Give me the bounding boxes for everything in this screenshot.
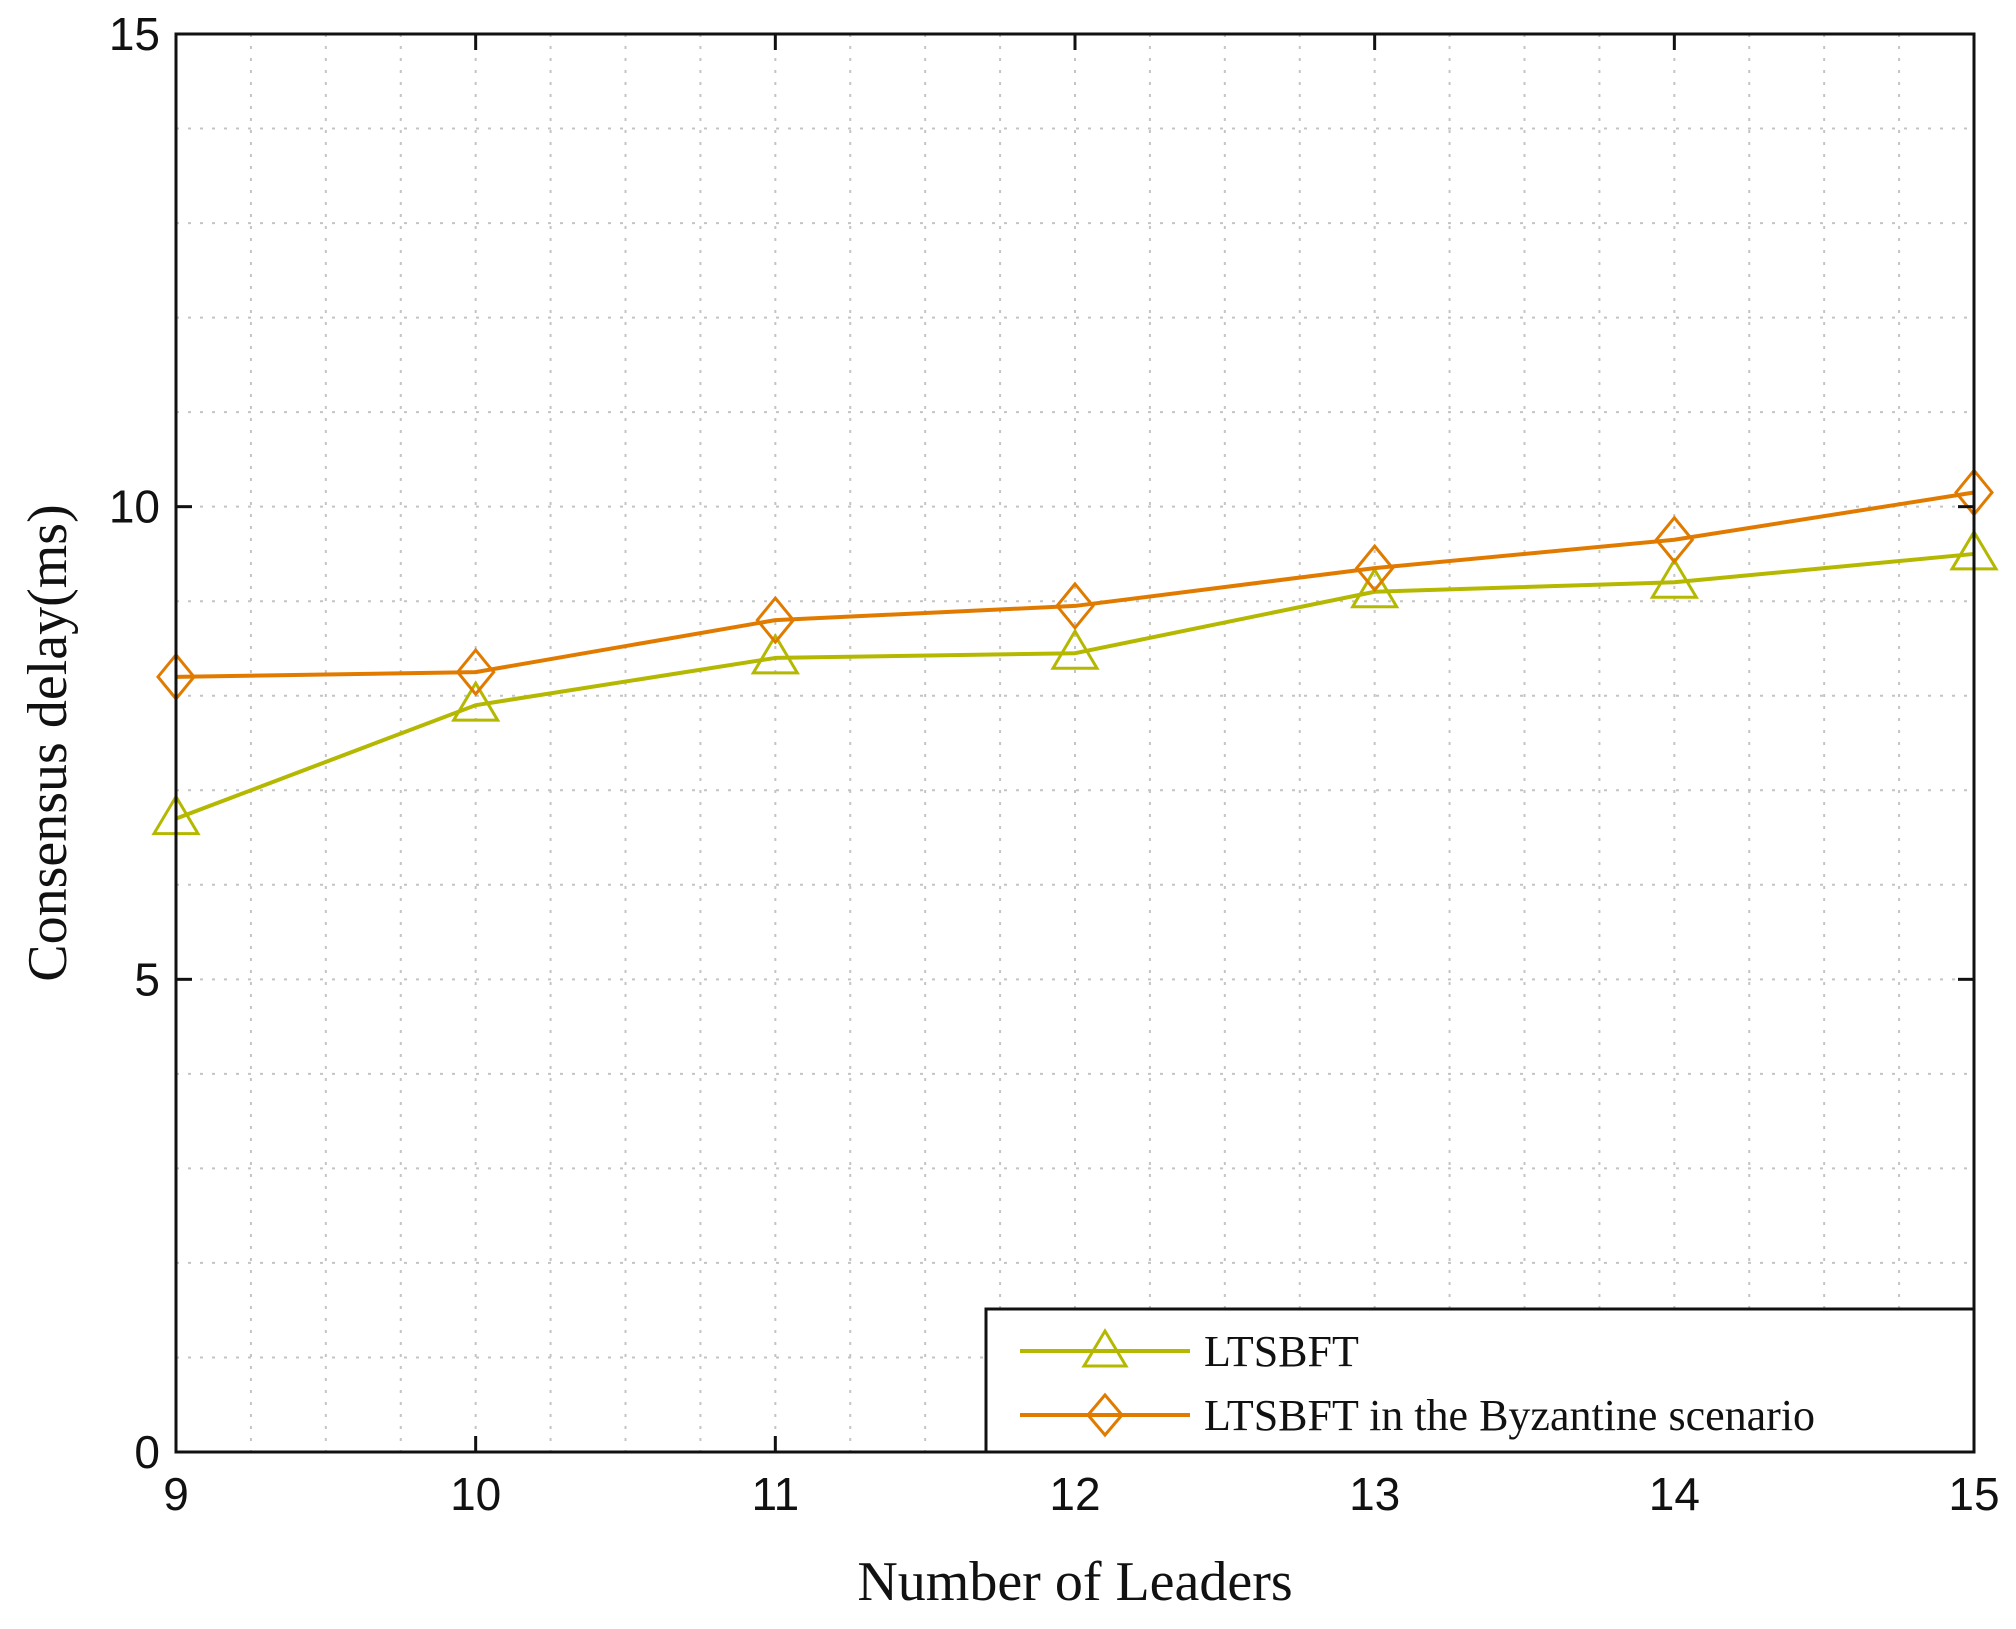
- y-tick-label: 10: [109, 481, 160, 533]
- legend-label-ltsbft: LTSBFT: [1204, 1327, 1359, 1376]
- data-point-ltsbft: [1649, 557, 1699, 599]
- data-point-ltsbft-byzantine: [755, 595, 796, 645]
- x-tick-label: 13: [1349, 1468, 1400, 1520]
- data-point-ltsbft: [750, 632, 800, 675]
- series-line-ltsbft: [175, 551, 1975, 821]
- series-group: [151, 468, 1999, 836]
- x-axis-label: Number of Leaders: [857, 1551, 1292, 1613]
- data-point-ltsbft: [1350, 566, 1400, 609]
- tick-labels: 9 10 11 12 13 14 15 0 5 10 15: [109, 8, 2000, 1520]
- y-tick-label: 0: [134, 1426, 160, 1478]
- data-point-ltsbft: [451, 680, 501, 722]
- x-tick-label: 14: [1649, 1468, 1700, 1520]
- data-point-ltsbft-byzantine: [1055, 581, 1095, 631]
- data-point-ltsbft-byzantine: [1354, 543, 1395, 593]
- series-line-ltsbft-byzantine: [175, 490, 1975, 679]
- legend-marker-diamond: [1086, 1392, 1124, 1438]
- x-tick-label: 11: [751, 1468, 799, 1520]
- x-tick-label: 10: [450, 1468, 501, 1520]
- x-tick-label: 9: [163, 1468, 189, 1520]
- data-point-ltsbft-byzantine: [1654, 515, 1695, 565]
- x-tick-label: 12: [1049, 1468, 1100, 1520]
- x-tick-label: 15: [1948, 1468, 1999, 1520]
- legend-label-byzantine: LTSBFT in the Byzantine scenario: [1204, 1391, 1815, 1440]
- data-point-ltsbft: [1050, 628, 1100, 670]
- y-tick-label: 15: [109, 8, 160, 60]
- legend: LTSBFT LTSBFT in the Byzantine scenario: [984, 1307, 1976, 1454]
- legend-box: [984, 1307, 1976, 1454]
- y-tick-label: 5: [134, 953, 160, 1005]
- y-axis-label: Consensus delay(ms): [17, 504, 79, 982]
- legend-marker-triangle: [1081, 1328, 1129, 1368]
- data-point-ltsbft-byzantine: [455, 647, 496, 697]
